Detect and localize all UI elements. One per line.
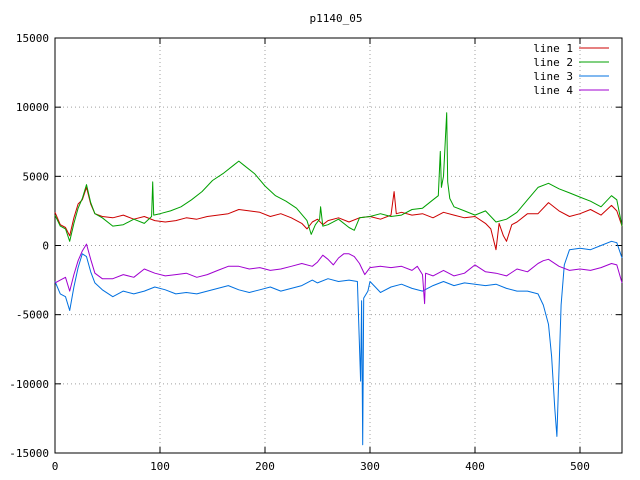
legend-label: line 4 xyxy=(533,84,573,97)
y-tick-label: 5000 xyxy=(23,170,50,183)
legend-label: line 2 xyxy=(533,56,573,69)
y-tick-label: 15000 xyxy=(16,32,49,45)
x-tick-label: 300 xyxy=(360,460,380,473)
x-axis-tick-labels: 0 100 200 300 400 500 xyxy=(52,460,590,473)
chart-title: p1140_05 xyxy=(310,12,363,25)
grid-lines xyxy=(55,38,622,453)
x-tick-label: 500 xyxy=(570,460,590,473)
y-axis-tick-labels: -15000 -10000 -5000 0 5000 10000 15000 xyxy=(9,32,49,460)
series-line-2 xyxy=(54,112,623,242)
tick-marks xyxy=(54,37,622,454)
legend-label: line 3 xyxy=(533,70,573,83)
y-tick-label: -10000 xyxy=(9,378,49,391)
x-tick-label: 400 xyxy=(465,460,485,473)
x-tick-label: 0 xyxy=(52,460,59,473)
x-tick-label: 100 xyxy=(150,460,170,473)
y-tick-label: -5000 xyxy=(16,309,49,322)
series-lines xyxy=(54,112,623,446)
series-line-3 xyxy=(54,240,623,446)
y-tick-label: -15000 xyxy=(9,447,49,460)
series-line-4 xyxy=(54,243,623,305)
series-line-1 xyxy=(54,186,623,251)
y-tick-label: 10000 xyxy=(16,101,49,114)
y-tick-label: 0 xyxy=(42,240,49,253)
legend-label: line 1 xyxy=(533,42,573,55)
x-tick-label: 200 xyxy=(255,460,275,473)
